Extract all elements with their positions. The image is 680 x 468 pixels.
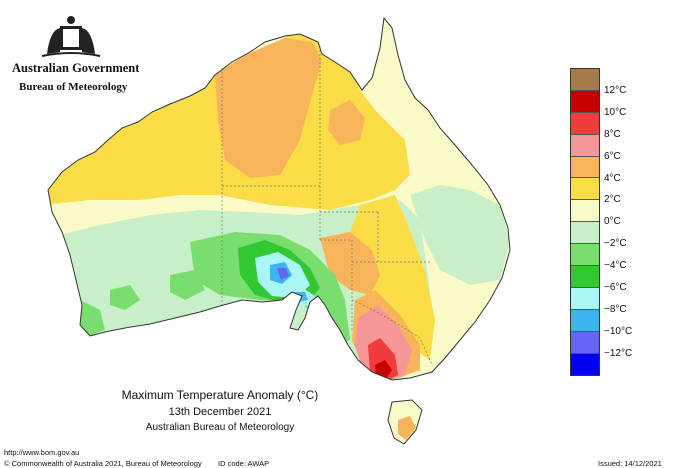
legend-swatch <box>571 353 599 376</box>
legend-label: −2°C <box>604 238 627 250</box>
map-agency: Australian Bureau of Meteorology <box>145 422 295 433</box>
footer-url[interactable]: http://www.bom.gov.au <box>4 448 80 457</box>
color-legend <box>570 68 600 377</box>
legend-label: 0°C <box>604 216 621 228</box>
footer-id-code: ID code: AWAP <box>218 459 270 468</box>
tasmania <box>387 399 423 445</box>
legend-swatch <box>571 331 599 354</box>
government-label: Australian Government <box>12 61 140 75</box>
bureau-label: Bureau of Meteorology <box>19 81 128 93</box>
footer-copyright: © Commonwealth of Australia 2021, Bureau… <box>4 459 202 468</box>
legend-label: 10°C <box>604 106 627 118</box>
legend-swatch <box>571 90 599 113</box>
coat-of-arms-icon <box>41 16 101 57</box>
legend-swatch <box>571 134 599 157</box>
legend-swatch <box>571 309 599 332</box>
map-title: Maximum Temperature Anomaly (°C) <box>121 388 319 402</box>
legend-swatch <box>571 200 599 223</box>
legend-swatch <box>571 222 599 245</box>
legend-swatch <box>571 69 599 91</box>
map-date: 13th December 2021 <box>168 406 272 418</box>
legend-label: 8°C <box>604 128 621 140</box>
legend-swatch <box>571 287 599 310</box>
legend-label: −10°C <box>604 325 633 337</box>
footer-issued: Issued: 14/12/2021 <box>598 459 662 468</box>
legend-label: −8°C <box>604 303 627 315</box>
legend-label: 4°C <box>604 172 621 184</box>
legend-label: −12°C <box>604 347 633 359</box>
legend-label: 12°C <box>604 84 627 96</box>
legend-swatch <box>571 112 599 135</box>
legend-swatch <box>571 266 599 288</box>
legend-label: −4°C <box>604 260 627 272</box>
legend-label: 6°C <box>604 150 621 162</box>
legend-swatch <box>571 178 599 201</box>
legend-swatch <box>571 156 599 179</box>
legend-label: −6°C <box>604 282 627 293</box>
legend-swatch <box>571 244 599 267</box>
legend-label: 2°C <box>604 194 621 206</box>
